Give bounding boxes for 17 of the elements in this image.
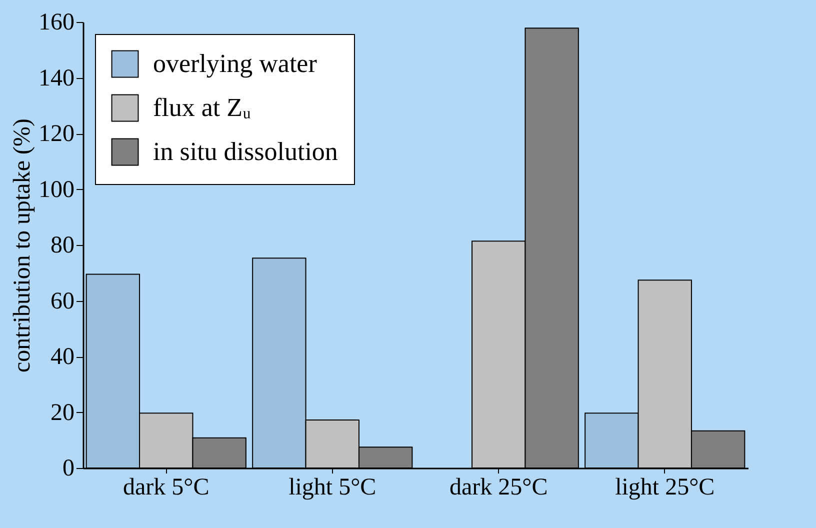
legend-label: overlying water: [153, 49, 318, 78]
legend-label: flux at Zᵤ: [153, 93, 252, 122]
x-tick-label: light 5°C: [288, 474, 376, 500]
y-tick-label: 160: [38, 10, 74, 36]
y-axis-title: contribution to uptake (%): [10, 118, 36, 372]
y-tick-label: 80: [50, 232, 74, 258]
x-tick-label: dark 25°C: [450, 474, 548, 500]
y-tick-label: 140: [38, 65, 74, 92]
y-tick-label: 20: [50, 400, 74, 426]
y-tick-label: 0: [62, 456, 74, 482]
legend-label: in situ dissolution: [153, 137, 338, 166]
x-tick-label: light 25°C: [615, 474, 715, 500]
y-tick-label: 60: [50, 288, 74, 314]
x-tick-label: dark 5°C: [123, 474, 210, 500]
y-tick-label: 120: [38, 121, 74, 147]
y-tick-label: 40: [50, 344, 74, 370]
y-tick-label: 100: [38, 176, 74, 203]
